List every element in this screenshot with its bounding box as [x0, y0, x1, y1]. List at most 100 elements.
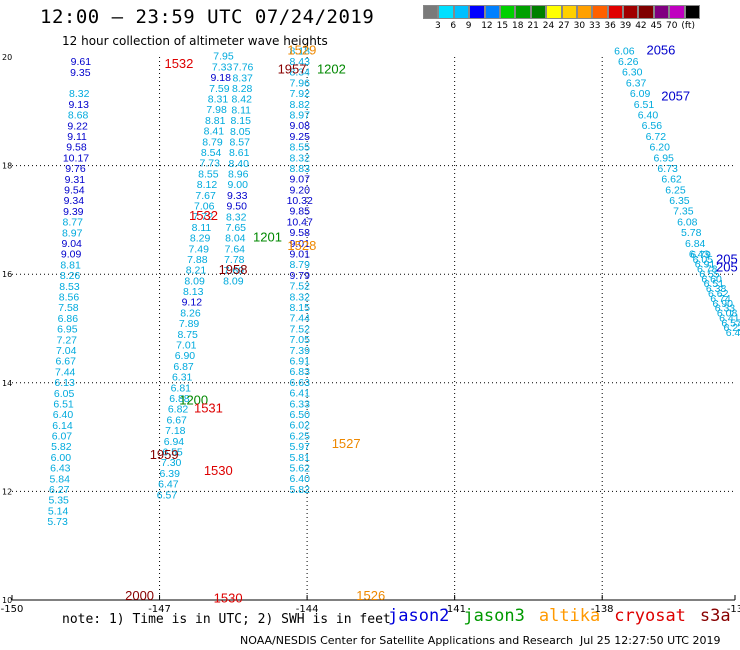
wave-height-value: 9.07 — [290, 174, 311, 186]
scale-swatch — [669, 5, 685, 19]
wave-height-value: 8.79 — [202, 136, 223, 148]
wave-height-value: 7.96 — [290, 77, 311, 89]
scale-swatch — [546, 5, 562, 19]
wave-height-value: 10.17 — [63, 152, 89, 164]
x-tick-label: -150 — [1, 604, 24, 615]
wave-height-value: 6.73 — [657, 163, 678, 175]
wave-height-value: 9.61 — [71, 56, 92, 68]
pass-time-label: 1529 — [287, 42, 316, 57]
wave-height-value: 8.40 — [229, 158, 250, 170]
y-tick-label: 16 — [2, 270, 12, 279]
wave-height-value: 8.56 — [59, 291, 80, 303]
scale-label: 30 — [573, 21, 586, 31]
wave-height-value: 8.61 — [229, 147, 250, 159]
wave-height-value: 6.67 — [166, 414, 187, 426]
wave-height-value: 6.06 — [614, 45, 635, 57]
wave-height-value: 9.20 — [290, 184, 311, 196]
wave-height-value: 9.39 — [63, 206, 84, 218]
wave-height-value: 7.72 — [193, 211, 214, 223]
y-tick-label: 20 — [2, 53, 12, 62]
scale-swatch — [607, 5, 624, 19]
scale-swatch — [423, 5, 439, 19]
wave-height-value: 6.62 — [708, 288, 729, 300]
scale-label: 70 — [666, 21, 678, 31]
wave-height-value: 6.33 — [715, 303, 736, 315]
pass-time-label: 1531 — [194, 401, 223, 416]
wave-height-value: 6.40 — [638, 109, 659, 121]
wave-height-value: 7.98 — [206, 104, 227, 116]
wave-height-value: 6.62 — [661, 174, 682, 186]
scale-label: 3 — [435, 21, 441, 31]
wave-height-value: 5.81 — [290, 452, 311, 464]
wave-height-value: 8.15 — [290, 302, 311, 314]
wave-height-value: 9.35 — [70, 67, 91, 79]
wave-height-value: 8.05 — [230, 126, 251, 138]
wave-height-value: 9.08 — [290, 120, 311, 132]
wave-height-value: 6.91 — [695, 259, 716, 271]
wave-height-value: 7.58 — [58, 302, 79, 314]
map-title: 12:00 — 23:59 UTC 07/24/2019 — [40, 6, 375, 28]
wave-height-value: 6.57 — [157, 489, 178, 501]
wave-height-value: 8.37 — [232, 72, 253, 84]
wave-height-value: 9.01 — [290, 238, 311, 250]
wave-height-value: 8.32 — [290, 152, 311, 164]
y-tick-label: 14 — [2, 379, 12, 388]
wave-height-value: 9.12 — [182, 297, 203, 309]
wave-height-value: 6.57 — [721, 317, 740, 329]
wave-height-value: 5.73 — [47, 516, 68, 528]
wave-height-value: 7.33 — [212, 61, 233, 73]
wave-height-value: 8.96 — [228, 169, 249, 181]
wave-height-value: 9.13 — [68, 99, 89, 111]
wave-height-value: 7.44 — [290, 313, 311, 325]
scale-swatch — [561, 5, 577, 19]
color-scale-bar — [423, 5, 701, 19]
wave-height-value: 8.77 — [63, 217, 84, 229]
footer-note: note: 1) Time is in UTC; 2) SWH is in fe… — [62, 612, 391, 627]
x-tick-label: -13 — [727, 604, 740, 615]
wave-height-value: 6.51 — [53, 398, 74, 410]
wave-height-value: 5.82 — [290, 484, 311, 496]
scale-label: (ft) — [681, 21, 695, 31]
wave-height-value: 9.76 — [65, 163, 86, 175]
pass-time-label: 1526 — [356, 588, 385, 603]
wave-height-value: 7.69 — [224, 265, 245, 277]
wave-height-value: 6.83 — [290, 366, 311, 378]
wave-height-value: 7.04 — [56, 345, 77, 357]
wave-height-value: 6.40 — [290, 473, 311, 485]
wave-height-value: 8.81 — [60, 259, 81, 271]
wave-height-value: 7.92 — [290, 88, 311, 100]
wave-height-value: 6.67 — [55, 356, 76, 368]
wave-height-value: 8.75 — [177, 329, 198, 341]
wave-height-value: 8.31 — [208, 94, 229, 106]
wave-height-value: 6.47 — [158, 479, 179, 491]
wave-height-value: 7.01 — [176, 340, 197, 352]
wave-height-value: 8.97 — [290, 109, 311, 121]
wave-height-value: 6.27 — [49, 484, 70, 496]
wave-height-value: 7.05 — [290, 334, 311, 346]
wave-height-value: 5.78 — [681, 227, 702, 239]
scale-label: 27 — [558, 21, 570, 31]
wave-height-value: 6.41 — [290, 388, 311, 400]
scale-swatch — [484, 5, 500, 19]
wave-height-value: 8.04 — [225, 233, 246, 245]
wave-height-value: 9.33 — [227, 190, 248, 202]
wave-height-value: 6.55 — [699, 268, 720, 280]
scale-label: 45 — [650, 21, 663, 31]
wave-height-value: 6.20 — [650, 142, 671, 154]
wave-height-value: 6.55 — [162, 447, 183, 459]
wave-height-value: 6.30 — [622, 67, 643, 79]
pass-time-label: 1528 — [287, 238, 316, 253]
wave-height-value: 7.30 — [161, 457, 182, 469]
scale-label: 42 — [635, 21, 647, 31]
wave-height-value: 6.95 — [653, 152, 674, 164]
wave-height-value: 5.97 — [290, 441, 311, 453]
wave-height-value: 8.54 — [201, 147, 222, 159]
satellite-legend-item: altika — [538, 606, 601, 626]
wave-height-value: 5.62 — [290, 462, 311, 474]
wave-height-value: 6.22 — [724, 322, 740, 334]
wave-height-value: 7.76 — [233, 62, 254, 74]
wave-height-value: 6.84 — [685, 238, 706, 250]
wave-height-value: 9.54 — [64, 185, 85, 197]
wave-height-value: 6.94 — [164, 436, 185, 448]
